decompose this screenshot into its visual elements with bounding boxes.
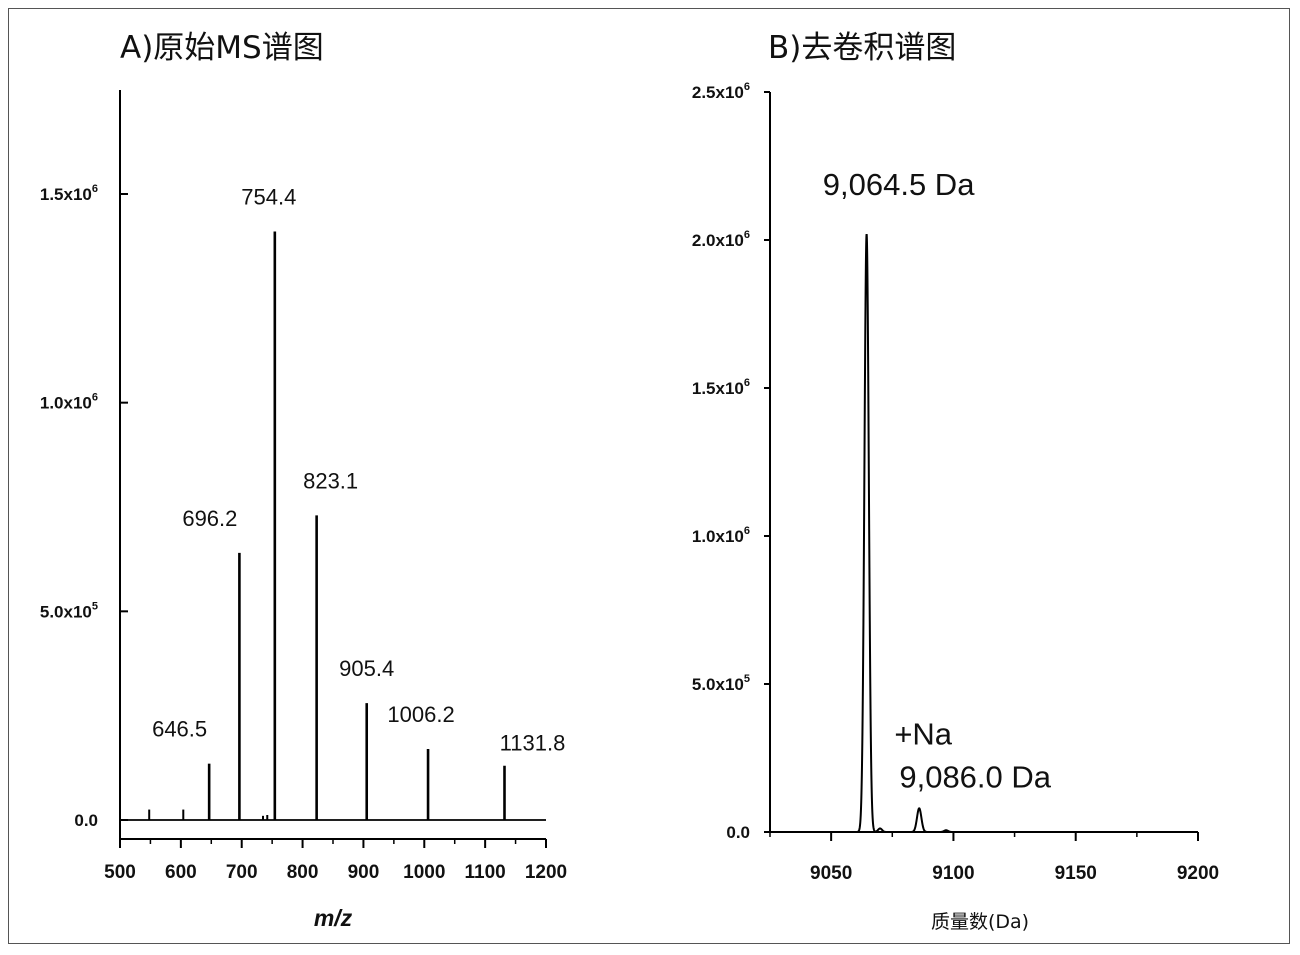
panel-a-y-tick-label: 1.0x106 [40,392,98,413]
panel-a-x-tick-label: 1200 [525,862,567,883]
panel-a-x-tick-label: 700 [226,862,258,883]
panel-a-x-tick-label: 900 [348,862,380,883]
panel-b-adduct-peak-label: 9,086.0 Da [899,759,1051,794]
panel-a-x-tick-label: 600 [165,862,197,883]
panel-b-x-tick-label: 9100 [932,863,974,884]
panel-a-peak-label: 823.1 [303,468,358,493]
panel-b-x-tick-label: 9200 [1177,863,1219,884]
panel-a-peak-label: 754.4 [241,185,296,210]
panel-a-x-tick-label: 1100 [465,862,506,883]
panel-a-y-tick-label: 1.5x106 [40,183,98,204]
panel-a-peak-label: 1006.2 [387,702,454,727]
panel-b-x-tick-label: 9150 [1055,863,1097,884]
panel-b-x-axis-label: 质量数(Da) [931,911,1029,933]
panel-a-peak-label: 905.4 [339,656,394,681]
panel-b-title: B)去卷积谱图 [768,30,956,66]
panel-a-title: A)原始MS谱图 [120,30,324,66]
panel-b-main-peak-label: 9,064.5 Da [823,167,975,202]
panel-a-x-tick-label: 1000 [403,862,445,883]
panel-b-spectrum-trace [770,233,1198,833]
panel-a-peak-label: 696.2 [182,506,237,531]
panel-b: B)去卷积谱图 0.0 5.0x105 1.0x106 1.5x106 2.0x106 2… [692,30,1219,933]
panel-a-y-tick-label: 5.0x105 [40,600,98,621]
panel-a-peak-label: 1131.8 [500,731,566,756]
panel-b-y-tick-label: 5.0x105 [692,673,750,694]
panel-b-y-tick-label: 1.0x106 [692,525,750,546]
panel-a-x-tick-label: 800 [287,862,319,883]
panel-b-y-tick-label: 2.0x106 [692,229,750,250]
panel-b-y-tick-label: 0.0 [726,823,750,842]
panel-b-y-tick-label: 2.5x106 [692,81,750,102]
panel-a: A)原始MS谱图 0.0 5.0x105 1.0x106 1.5x106 500 600 7… [40,30,567,931]
panel-a-peak-label: 646.5 [152,717,207,742]
panel-a-y-tick-label: 0.0 [74,811,98,830]
panel-b-y-tick-label: 1.5x106 [692,377,750,398]
panel-b-x-tick-label: 9050 [810,863,852,884]
panel-a-x-axis-label: m/z [314,905,353,931]
panel-a-x-tick-label: 500 [104,862,136,883]
figure-frame [8,8,1290,944]
panel-b-adduct-label: +Na [894,716,952,751]
